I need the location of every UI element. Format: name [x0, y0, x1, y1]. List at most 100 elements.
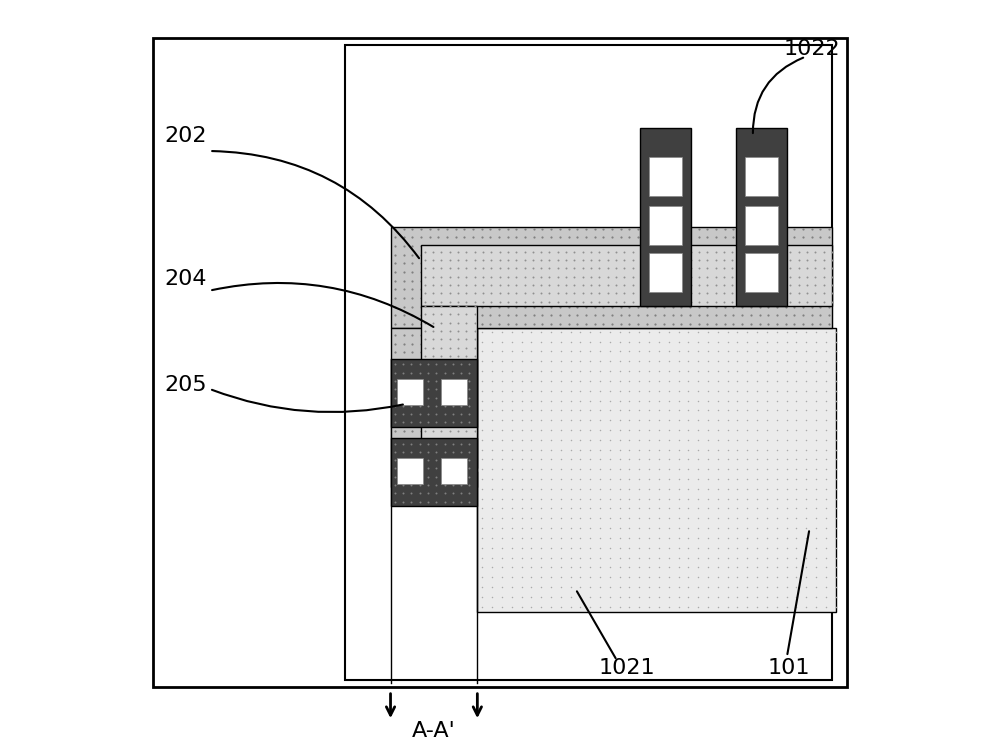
Point	[450, 350, 466, 362]
Point	[633, 271, 649, 283]
Point	[818, 590, 834, 602]
Point	[582, 374, 598, 387]
Point	[720, 502, 736, 514]
Point	[798, 532, 814, 544]
Point	[710, 590, 726, 602]
Point	[661, 561, 677, 574]
Point	[417, 263, 433, 275]
Point	[422, 275, 438, 287]
Point	[582, 463, 598, 475]
Point	[430, 459, 446, 471]
Point	[671, 355, 687, 367]
Point	[483, 254, 499, 267]
Point	[412, 488, 428, 500]
Point	[413, 292, 429, 304]
Point	[483, 288, 499, 300]
Point	[572, 551, 588, 563]
Point	[430, 240, 446, 252]
Point	[760, 318, 776, 330]
Point	[743, 292, 759, 304]
Point	[699, 254, 715, 267]
Point	[720, 590, 736, 602]
Point	[798, 384, 814, 396]
Point	[514, 335, 530, 347]
Point	[467, 316, 483, 328]
Point	[395, 462, 411, 474]
Point	[450, 449, 466, 461]
Point	[795, 248, 811, 260]
Point	[387, 437, 403, 449]
Text: 101: 101	[768, 658, 811, 678]
Point	[641, 473, 657, 485]
Point	[674, 279, 690, 291]
Point	[494, 414, 510, 426]
Point	[569, 257, 585, 270]
Point	[818, 453, 834, 465]
Point	[651, 404, 667, 416]
Point	[795, 223, 811, 235]
Point	[533, 453, 549, 465]
Point	[658, 296, 674, 308]
Point	[708, 266, 724, 278]
Point	[425, 424, 441, 436]
Point	[433, 374, 449, 387]
Point	[569, 283, 585, 295]
Point	[533, 279, 549, 291]
Point	[671, 492, 687, 504]
Point	[543, 248, 559, 260]
Point	[671, 512, 687, 524]
Point	[613, 310, 629, 322]
Point	[592, 453, 608, 465]
Point	[572, 473, 588, 485]
Point	[425, 399, 441, 411]
Point	[708, 248, 724, 260]
Point	[774, 254, 790, 267]
Point	[450, 300, 466, 312]
Point	[592, 502, 608, 514]
Point	[403, 366, 419, 378]
Point	[558, 263, 574, 275]
Point	[804, 248, 820, 260]
Point	[616, 254, 632, 267]
Point	[461, 358, 477, 370]
Point	[404, 240, 420, 252]
Point	[582, 365, 598, 377]
Point	[523, 512, 539, 524]
Point	[759, 345, 775, 357]
Point	[630, 300, 646, 313]
Point	[680, 355, 696, 367]
Point	[729, 355, 745, 367]
Point	[641, 355, 657, 367]
Point	[428, 479, 444, 491]
Point	[828, 374, 844, 387]
Point	[656, 257, 672, 270]
Point	[631, 541, 647, 553]
Point	[766, 246, 782, 258]
Point	[514, 374, 530, 387]
Point	[749, 384, 765, 396]
Point	[631, 335, 647, 347]
Point	[425, 458, 441, 470]
Point	[759, 492, 775, 504]
Point	[808, 424, 824, 436]
Point	[491, 257, 507, 270]
Point	[396, 240, 412, 252]
Point	[828, 482, 844, 495]
Point	[673, 300, 689, 313]
Point	[828, 365, 844, 377]
Point	[420, 462, 436, 474]
Point	[595, 231, 611, 243]
Point	[592, 522, 608, 534]
Point	[828, 384, 844, 396]
Point	[647, 231, 663, 243]
Point	[641, 512, 657, 524]
Point	[465, 257, 481, 270]
Point	[641, 335, 657, 347]
Point	[387, 355, 403, 367]
Point	[710, 345, 726, 357]
Point	[500, 266, 516, 278]
Point	[759, 453, 775, 465]
Point	[774, 279, 790, 291]
Point	[724, 296, 740, 308]
Point	[403, 479, 419, 491]
